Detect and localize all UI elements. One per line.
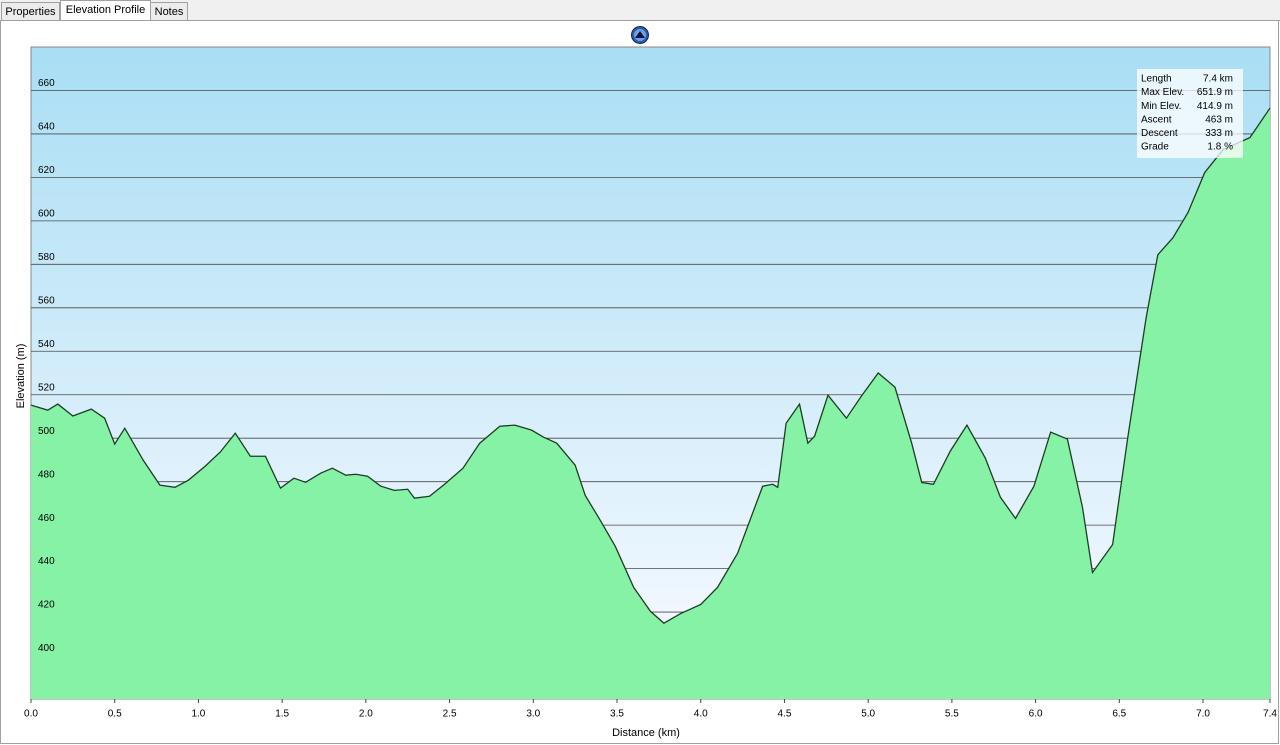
x-tick-label: 0.0 xyxy=(24,709,38,720)
y-tick-label: 540 xyxy=(38,339,55,350)
y-tick-label: 560 xyxy=(38,295,55,306)
elevation-line xyxy=(30,107,1271,624)
tab[interactable]: Elevation Profile xyxy=(60,0,151,21)
tab-label[interactable]: Notes xyxy=(155,6,184,18)
y-tick-label: 520 xyxy=(38,382,55,393)
stats-box xyxy=(1137,69,1243,158)
x-axis-label: Distance (km) xyxy=(612,727,680,739)
y-tick-label: 460 xyxy=(38,513,55,524)
y-tick-label: 500 xyxy=(38,426,55,437)
stat-value: 463 m xyxy=(1205,114,1233,125)
x-tick-label: 4.5 xyxy=(777,709,791,720)
x-tick-label: 1.5 xyxy=(275,709,289,720)
y-tick-label: 620 xyxy=(38,165,55,176)
x-tick-label: 5.0 xyxy=(861,709,875,720)
x-tick-label: 0.5 xyxy=(108,709,122,720)
x-tick-label: 4.0 xyxy=(694,709,708,720)
stat-label: Max Elev. xyxy=(1141,87,1184,98)
y-tick-label: 640 xyxy=(38,122,55,133)
y-tick-label: 440 xyxy=(38,556,55,567)
stat-value: 333 m xyxy=(1205,128,1233,139)
y-tick-label: 660 xyxy=(38,78,55,89)
stat-label: Grade xyxy=(1141,142,1169,153)
stat-value: 651.9 m xyxy=(1197,87,1233,98)
x-tick-label: 5.5 xyxy=(945,709,959,720)
y-axis-label: Elevation (m) xyxy=(15,344,27,409)
tabs: Properties Elevation Profile Notes xyxy=(1,0,188,21)
y-tick-label: 600 xyxy=(38,209,55,220)
stat-label: Ascent xyxy=(1141,114,1172,125)
tab-label[interactable]: Properties xyxy=(5,6,56,18)
collapse-button[interactable] xyxy=(631,26,649,44)
stat-value: 7.4 km xyxy=(1203,74,1233,85)
x-tick-label: 1.0 xyxy=(191,709,205,720)
y-tick-label: 580 xyxy=(38,252,55,263)
stat-value: 414.9 m xyxy=(1197,101,1233,112)
x-tick-label: 6.0 xyxy=(1029,709,1043,720)
x-tick-label: 2.5 xyxy=(443,709,457,720)
stat-label: Min Elev. xyxy=(1141,101,1181,112)
tab[interactable]: Notes xyxy=(150,2,188,21)
x-tick-label: 7.0 xyxy=(1196,709,1210,720)
tab-strip xyxy=(0,0,1280,21)
y-tick-label: 480 xyxy=(38,469,55,480)
y-tick-label: 400 xyxy=(38,643,55,654)
tab-label[interactable]: Elevation Profile xyxy=(66,4,146,16)
y-tick-label: 420 xyxy=(38,600,55,611)
stat-value: 1.8 % xyxy=(1207,142,1233,153)
x-tick-label: 3.0 xyxy=(526,709,540,720)
stat-label: Descent xyxy=(1141,128,1178,139)
tab[interactable]: Properties xyxy=(1,2,60,21)
x-tick-label: 6.5 xyxy=(1112,709,1126,720)
panel xyxy=(0,20,1279,744)
x-tick-label: 3.5 xyxy=(610,709,624,720)
x-tick-label: 7.4 xyxy=(1263,709,1277,720)
elevation-area xyxy=(31,108,1270,699)
stat-label: Length xyxy=(1141,74,1172,85)
x-tick-label: 2.0 xyxy=(359,709,373,720)
